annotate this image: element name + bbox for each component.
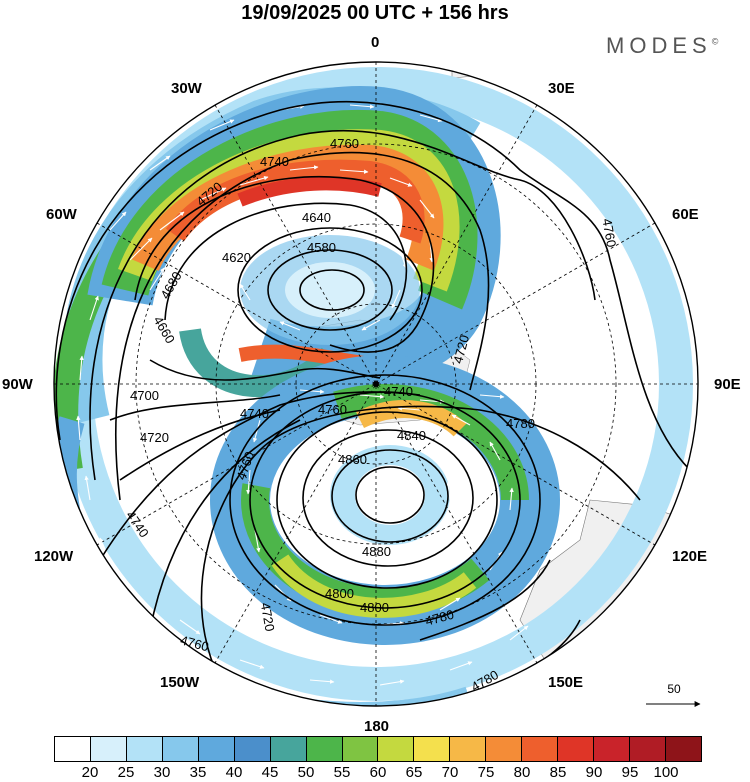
colorbar-tick-label: 30 bbox=[153, 764, 171, 781]
colorbar-tick-label: 90 bbox=[585, 764, 603, 781]
colorbar-swatch bbox=[55, 737, 91, 761]
lon-label-30w: 30W bbox=[171, 80, 202, 97]
vector-reference-arrow bbox=[646, 701, 701, 707]
colorbar-swatch bbox=[198, 737, 235, 761]
contour-label: 4760 bbox=[599, 217, 619, 248]
colorbar-swatch bbox=[270, 737, 307, 761]
height-contours bbox=[55, 100, 691, 701]
lon-label-150e: 150E bbox=[548, 674, 584, 691]
lon-label-180: 180 bbox=[364, 718, 390, 735]
lon-label-90w: 90W bbox=[2, 376, 33, 393]
contour-label: 4620 bbox=[222, 250, 251, 265]
brand-logo: MODES© bbox=[606, 33, 718, 59]
colorbar-swatch bbox=[378, 737, 415, 761]
colorbar-tick-label: 85 bbox=[549, 764, 567, 781]
colorbar-tick-label: 25 bbox=[117, 764, 135, 781]
brand-text: MODES bbox=[606, 33, 712, 58]
colorbar-tick-label: 55 bbox=[333, 764, 351, 781]
contour-label: 4760 bbox=[318, 402, 347, 417]
colorbar-tick-label: 60 bbox=[369, 764, 387, 781]
lon-label-0: 0 bbox=[371, 34, 380, 51]
colorbar-tick-label: 40 bbox=[225, 764, 243, 781]
colorbar-tick-label: 65 bbox=[405, 764, 423, 781]
contour-label: 4580 bbox=[307, 240, 336, 255]
graticule bbox=[54, 62, 698, 706]
map-title: 19/09/2025 00 UTC + 156 hrs bbox=[241, 2, 509, 24]
colorbar-ticks: 20 25 30 35 40 45 50 55 60 65 70 75 80 85 90 95 100 bbox=[54, 764, 702, 782]
contour-label: 4700 bbox=[130, 388, 159, 403]
colorbar-swatch bbox=[234, 737, 271, 761]
vector-reference-value: 50 bbox=[667, 682, 681, 696]
colorbar-swatch bbox=[306, 737, 343, 761]
colorbar-swatch bbox=[558, 737, 595, 761]
colorbar-swatch bbox=[665, 737, 701, 761]
colorbar bbox=[54, 736, 702, 762]
lon-label-60w: 60W bbox=[46, 206, 77, 223]
jet-north-dark-red bbox=[237, 176, 382, 207]
colorbar-tick-label: 70 bbox=[441, 764, 459, 781]
colorbar-tick-label: 20 bbox=[81, 764, 99, 781]
colorbar-swatch bbox=[486, 737, 523, 761]
contour-label: 4800 bbox=[360, 600, 389, 615]
colorbar-swatch bbox=[90, 737, 127, 761]
lon-label-90e: 90E bbox=[714, 376, 741, 393]
contour-label: 4760 bbox=[330, 136, 359, 151]
contour-label: 4740 bbox=[384, 384, 413, 399]
contour-label: 4640 bbox=[302, 210, 331, 225]
colorbar-tick-label: 50 bbox=[297, 764, 315, 781]
contour-label: 4720 bbox=[140, 430, 169, 445]
brand-mark: © bbox=[711, 36, 719, 47]
contour-label: 4780 bbox=[506, 416, 535, 431]
contour-label: 4860 bbox=[338, 452, 367, 467]
pole-marker bbox=[373, 381, 379, 387]
contour-label: 4720 bbox=[450, 333, 472, 365]
colorbar-swatch bbox=[630, 737, 666, 761]
colorbar-swatch bbox=[450, 737, 487, 761]
vector-reference: 50 bbox=[644, 682, 704, 710]
colorbar-tick-label: 95 bbox=[621, 764, 639, 781]
colorbar-tick-label: 75 bbox=[477, 764, 495, 781]
colorbar-tick-label: 100 bbox=[653, 764, 679, 781]
colorbar-tick-label: 80 bbox=[513, 764, 531, 781]
north-cyclone-center bbox=[285, 262, 375, 318]
contour-label: 4740 bbox=[260, 154, 289, 169]
contour-label: 4880 bbox=[362, 544, 391, 559]
lon-label-120e: 120E bbox=[672, 548, 708, 565]
colorbar-swatch bbox=[522, 737, 559, 761]
colorbar-tick-label: 45 bbox=[261, 764, 279, 781]
colorbar-swatch bbox=[414, 737, 451, 761]
colorbar-tick-label: 35 bbox=[189, 764, 207, 781]
map-border bbox=[53, 61, 699, 707]
colorbar-swatch bbox=[126, 737, 163, 761]
contour-label: 4720 bbox=[258, 601, 278, 632]
colorbar-swatch bbox=[594, 737, 630, 761]
contour-label: 4780 bbox=[424, 607, 456, 629]
lon-label-60e: 60E bbox=[672, 206, 699, 223]
contour-label: 4740 bbox=[240, 406, 269, 421]
contour-label: 4760 bbox=[179, 632, 211, 654]
lon-label-30e: 30E bbox=[548, 80, 575, 97]
lon-label-120w: 120W bbox=[34, 548, 74, 565]
lon-label-150w: 150W bbox=[160, 674, 200, 691]
contour-label: 4800 bbox=[325, 586, 354, 601]
south-anticyclone-center bbox=[355, 465, 425, 525]
colorbar-swatch bbox=[162, 737, 199, 761]
colorbar-swatch bbox=[342, 737, 379, 761]
contour-label: 4840 bbox=[397, 428, 426, 443]
